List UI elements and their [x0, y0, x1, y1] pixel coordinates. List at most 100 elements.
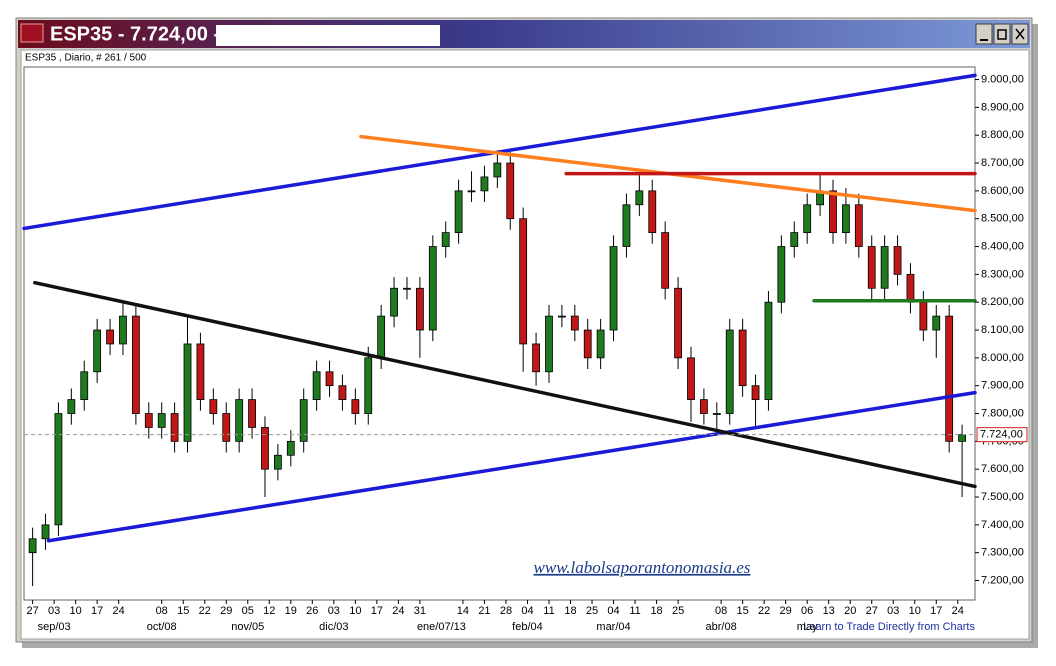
- window-title: ESP35 - 7.724,00 -: [50, 23, 220, 45]
- x-tick-label: 17: [371, 605, 383, 617]
- candle-body: [454, 190, 463, 234]
- restore-icon: [997, 29, 1007, 40]
- x-tick-label: 08: [715, 605, 727, 617]
- candle-body: [144, 413, 153, 428]
- x-tick-label: 28: [500, 605, 512, 617]
- candle-body: [958, 434, 966, 442]
- candle-body: [325, 371, 334, 387]
- y-tick-label: 8.000,00: [981, 352, 1024, 364]
- y-tick-label: 8.500,00: [981, 213, 1024, 225]
- candle-body: [183, 343, 192, 442]
- x-tick-label: 13: [823, 605, 835, 617]
- x-tick-label: 25: [672, 605, 684, 617]
- x-tick-label: 19: [285, 605, 297, 617]
- candle-body: [906, 273, 915, 303]
- y-tick-label: 7.300,00: [981, 547, 1024, 559]
- candle-body: [248, 399, 256, 428]
- candle-body: [622, 204, 631, 247]
- y-tick-label: 7.200,00: [981, 574, 1024, 586]
- candle-body: [725, 329, 734, 414]
- candle-body: [790, 232, 799, 247]
- month-label: abr/08: [706, 621, 737, 633]
- footer-link[interactable]: Learn to Trade Directly from Charts: [803, 621, 975, 633]
- x-tick-label: 22: [199, 605, 211, 617]
- month-label: ene/07/13: [417, 621, 466, 633]
- x-tick-label: 24: [952, 605, 964, 617]
- candle-body: [687, 357, 695, 401]
- last-price-label: 7.724,00: [980, 429, 1023, 441]
- candle-body: [67, 399, 76, 414]
- month-label: feb/04: [512, 621, 543, 633]
- month-label: sep/03: [38, 621, 71, 633]
- candle-body: [506, 162, 515, 220]
- candle-body: [674, 287, 682, 359]
- candle-body: [235, 399, 244, 442]
- candle-body: [299, 399, 308, 442]
- candle-body: [661, 232, 670, 289]
- y-tick-label: 7.400,00: [981, 519, 1024, 531]
- restore-button[interactable]: [993, 23, 1011, 45]
- candle-body: [286, 440, 295, 456]
- x-tick-label: 10: [909, 605, 921, 617]
- candle-body: [364, 357, 373, 414]
- month-label: mar/04: [596, 621, 630, 633]
- x-tick-label: 03: [48, 605, 60, 617]
- candle-body: [390, 287, 398, 317]
- candle-body: [764, 301, 773, 401]
- watermark[interactable]: www.labolsaporantonomasia.es: [534, 558, 751, 577]
- month-label: dic/03: [319, 621, 348, 633]
- candle-body: [545, 315, 553, 373]
- y-tick-label: 7.900,00: [981, 380, 1024, 392]
- plot-area: [23, 66, 976, 601]
- candle-body: [570, 315, 579, 331]
- candle-body: [261, 427, 269, 470]
- candle-body: [893, 246, 902, 275]
- x-tick-label: 29: [220, 605, 232, 617]
- x-tick-label: 27: [866, 605, 878, 617]
- candle-body: [428, 246, 437, 331]
- trend-line: [46, 390, 977, 543]
- y-tick-label: 8.100,00: [981, 324, 1024, 336]
- x-tick-label: 04: [607, 605, 619, 617]
- y-tick-label: 8.200,00: [981, 296, 1024, 308]
- candle-body: [609, 246, 618, 331]
- candle-body: [829, 190, 837, 234]
- candle-body: [106, 329, 114, 345]
- x-tick-label: 17: [91, 605, 103, 617]
- y-tick-label: 8.900,00: [981, 101, 1024, 113]
- x-tick-label: 26: [306, 605, 318, 617]
- candle-body: [209, 399, 218, 414]
- month-label: oct/08: [147, 621, 177, 633]
- candle-body: [338, 385, 347, 401]
- y-tick-label: 9.000,00: [981, 73, 1024, 85]
- x-tick-label: 08: [156, 605, 168, 617]
- candle-body: [377, 315, 386, 359]
- candle-body: [157, 413, 166, 428]
- candle-body: [28, 538, 37, 554]
- candle-body: [41, 524, 50, 540]
- y-tick-label: 8.300,00: [981, 268, 1024, 280]
- y-tick-label: 7.800,00: [981, 407, 1024, 419]
- candle-body: [557, 315, 566, 318]
- close-icon: [1015, 28, 1025, 40]
- x-tick-label: 18: [564, 605, 576, 617]
- x-tick-label: 10: [349, 605, 361, 617]
- candle-body: [170, 413, 179, 442]
- x-tick-label: 31: [414, 605, 426, 617]
- title-input[interactable]: [216, 25, 440, 46]
- candle-body: [351, 399, 360, 414]
- candle-body: [415, 287, 424, 331]
- candle-body: [119, 315, 127, 345]
- candle-body: [803, 204, 812, 234]
- candle-body: [854, 204, 863, 247]
- x-tick-label: 15: [737, 605, 749, 617]
- x-tick-label: 24: [113, 605, 125, 617]
- candle-body: [467, 190, 476, 193]
- x-tick-label: 15: [177, 605, 189, 617]
- candle-body: [93, 329, 102, 373]
- candle-body: [880, 246, 889, 289]
- month-label: nov/05: [231, 621, 264, 633]
- candle-body: [945, 315, 954, 442]
